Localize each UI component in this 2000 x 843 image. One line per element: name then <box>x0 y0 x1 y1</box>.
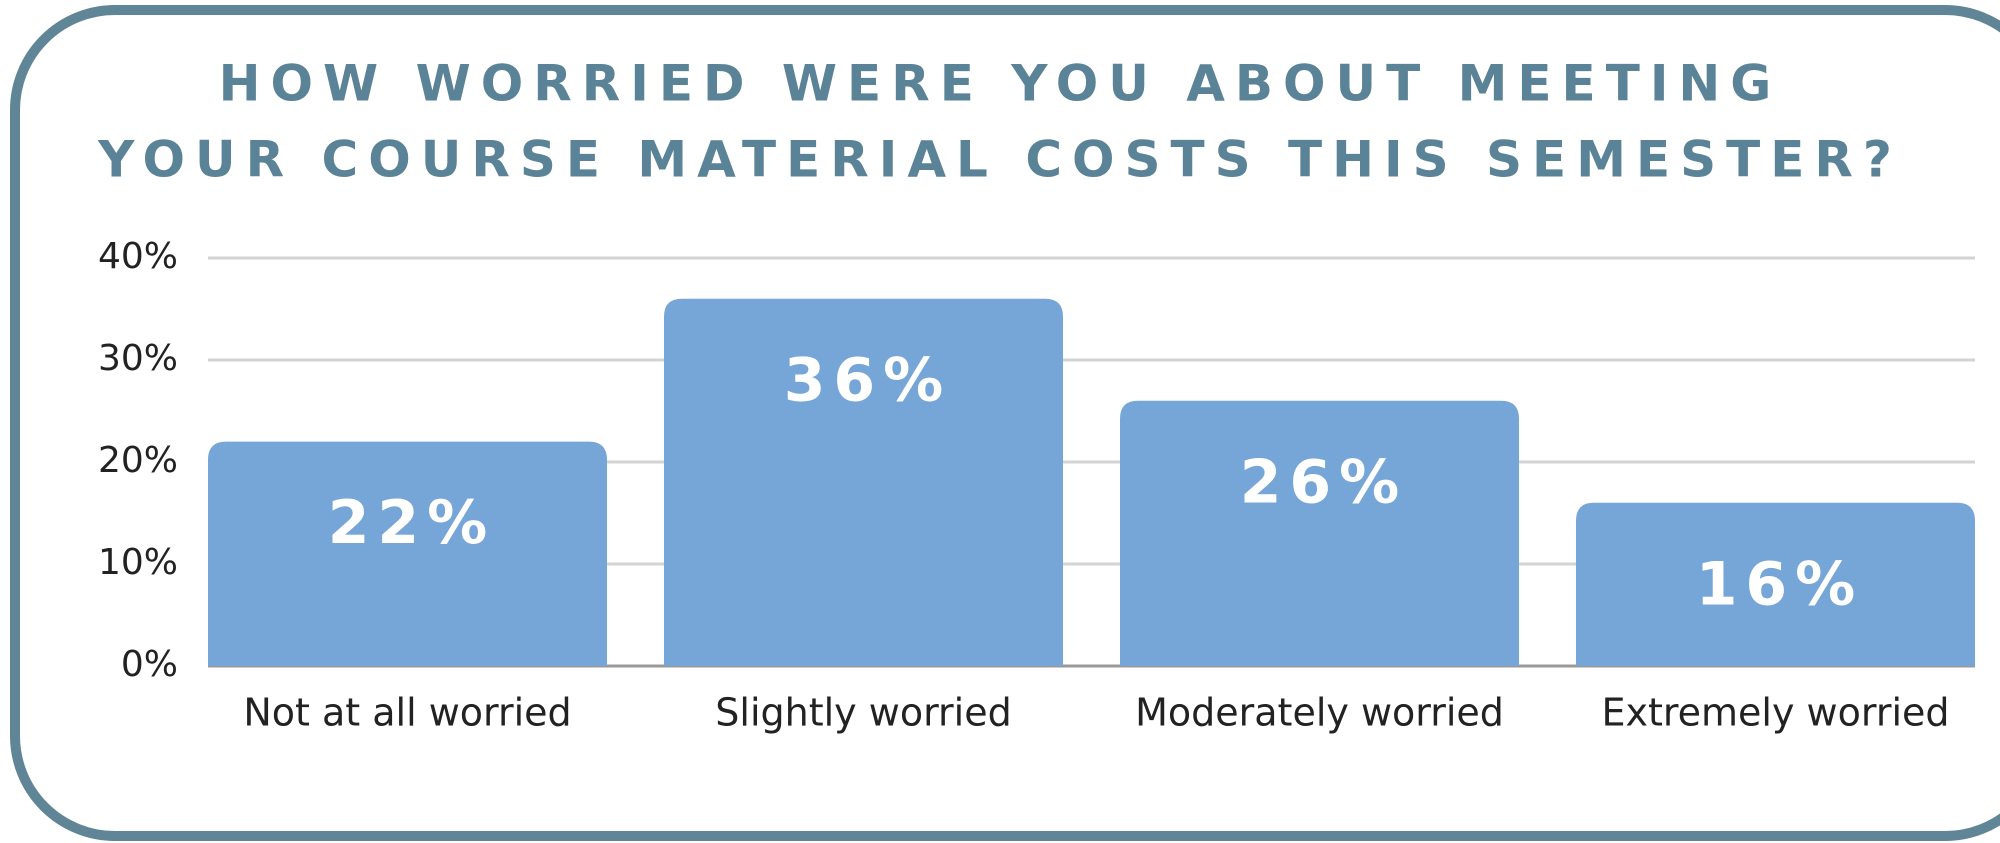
bar <box>664 298 1063 666</box>
x-tick-label: Not at all worried <box>243 691 571 735</box>
bar <box>1576 502 1975 666</box>
y-tick-label: 30% <box>98 338 178 379</box>
bar <box>1120 400 1519 666</box>
bar <box>208 441 607 666</box>
value-label: 26% <box>1240 447 1408 517</box>
y-tick-label: 40% <box>98 236 178 277</box>
value-label: 16% <box>1696 549 1864 619</box>
chart-title: HOW WORRIED WERE YOU ABOUT MEETING <box>219 55 1782 113</box>
x-tick-label: Moderately worried <box>1135 691 1504 735</box>
value-label: 22% <box>328 488 496 558</box>
value-label: 36% <box>784 345 952 415</box>
chart-title: YOUR COURSE MATERIAL COSTS THIS SEMESTER… <box>97 131 1902 189</box>
x-tick-label: Slightly worried <box>715 691 1011 735</box>
x-tick-label: Extremely worried <box>1601 691 1949 735</box>
y-tick-label: 10% <box>98 542 178 583</box>
y-tick-label: 0% <box>121 644 178 685</box>
y-tick-label: 20% <box>98 440 178 481</box>
